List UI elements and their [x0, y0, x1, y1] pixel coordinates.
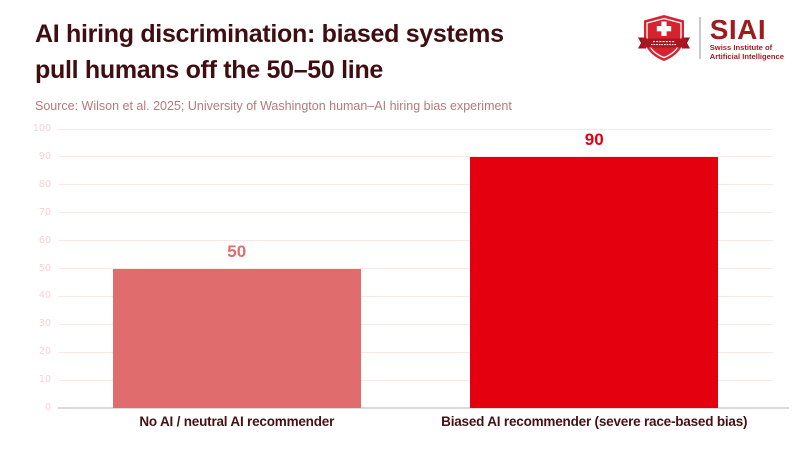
gridline [58, 379, 773, 381]
logo-subtitle-line-2: Artificial Intelligence [709, 51, 784, 61]
gridline [58, 323, 773, 325]
y-tick-label: 40 [38, 290, 51, 302]
category-label: No AI / neutral AI recommender [139, 414, 335, 429]
y-tick-label: 80 [38, 178, 51, 190]
gridline [58, 240, 773, 242]
gridline [58, 128, 773, 130]
logo-text: SIAI Swiss Institute of Artificial Intel… [709, 13, 784, 61]
bar-2 [470, 156, 719, 408]
bar-value-label: 90 [584, 129, 604, 149]
y-tick-label: 90 [38, 150, 51, 162]
logo-wordmark: SIAI [709, 13, 767, 45]
logo-subtitle-line-1: Swiss Institute of [709, 42, 773, 52]
category-label: Biased AI recommender (severe race-based… [441, 414, 748, 429]
y-tick-label: 20 [38, 346, 51, 358]
y-tick-label: 100 [32, 123, 51, 134]
bar-1 [112, 268, 361, 408]
title-line-2: pull humans off the 50–50 line [35, 56, 384, 84]
gridline [58, 295, 773, 297]
page-title: AI hiring discrimination: biased systems… [35, 16, 504, 88]
y-tick-label: 10 [38, 374, 51, 386]
y-tick-label: 0 [44, 402, 51, 413]
x-axis-baseline [58, 407, 789, 409]
gridline [58, 351, 773, 353]
y-tick-label: 50 [38, 262, 51, 274]
title-line-1: AI hiring discrimination: biased systems [35, 20, 504, 48]
plot-area: 0 10 20 30 40 50 60 70 80 90 100 50 90 [33, 123, 789, 413]
y-tick-label: 60 [38, 234, 51, 246]
bar-value-label: 50 [227, 241, 247, 261]
gridline [58, 156, 773, 158]
gridline [58, 212, 773, 214]
logo-divider [699, 17, 701, 59]
gridline [58, 184, 773, 186]
siai-logo: SIAI Swiss Institute of Artificial Intel… [638, 13, 784, 63]
y-tick-label: 70 [38, 206, 51, 218]
y-tick-label: 30 [38, 318, 51, 330]
x-axis-labels: No AI / neutral AI recommender Biased AI … [0, 414, 800, 444]
gridline [58, 268, 773, 269]
swiss-shield-icon [638, 15, 691, 61]
source-note: Source: Wilson et al. 2025; University o… [35, 99, 512, 113]
